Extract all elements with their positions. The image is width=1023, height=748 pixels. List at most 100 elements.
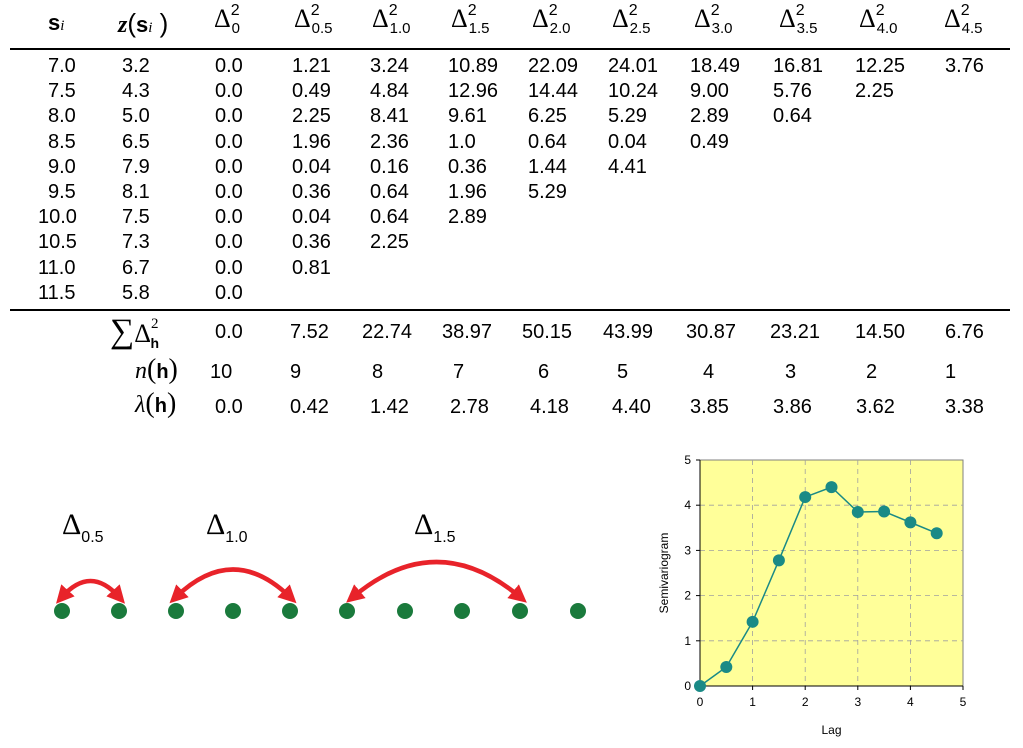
cell-delta: 0.49 (292, 80, 331, 103)
cell-s: 11.0 (38, 256, 76, 279)
cell-lambda: 4.18 (530, 396, 569, 418)
data-point (904, 516, 917, 529)
n-label: n(h) (135, 354, 178, 385)
cell-s: 7.0 (48, 55, 76, 77)
header-delta-2-5: Δ22.5 (612, 2, 651, 37)
header-delta-4-0: Δ24.0 (859, 2, 898, 37)
data-point (799, 491, 812, 504)
cell-delta: 8.41 (370, 105, 409, 128)
y-tick-label: 0 (684, 679, 691, 693)
x-tick-label: 0 (697, 695, 704, 709)
lambda-label: λ(h) (135, 388, 177, 419)
data-point (746, 615, 759, 628)
cell-delta: 2.89 (448, 206, 487, 229)
cell-delta: 0.0 (215, 80, 243, 103)
cell-s: 8.0 (48, 105, 76, 128)
cell-delta: 16.81 (773, 55, 824, 77)
location-dot (54, 603, 70, 619)
y-tick-label: 4 (684, 498, 691, 512)
cell-delta: 12.96 (448, 80, 499, 103)
location-dot (339, 603, 355, 619)
cell-delta: 0.64 (528, 130, 567, 153)
cell-z: 7.5 (122, 206, 150, 229)
cell-s: 9.0 (48, 155, 76, 178)
cell-delta: 1.96 (292, 130, 331, 153)
x-tick-label: 4 (907, 695, 914, 709)
cell-delta: 1.0 (448, 130, 476, 153)
cell-delta: 3.24 (370, 55, 409, 77)
cell-sum: 50.15 (522, 321, 573, 343)
cell-delta: 0.0 (215, 155, 243, 178)
cell-delta: 0.36 (292, 231, 331, 254)
cell-delta: 5.76 (773, 80, 812, 103)
location-dot (282, 603, 298, 619)
y-tick-label: 3 (684, 543, 691, 557)
cell-lambda: 3.86 (773, 396, 812, 418)
semivariogram-line (699, 486, 937, 687)
data-point (878, 505, 891, 518)
cell-n: 3 (785, 361, 797, 383)
cell-delta: 12.25 (855, 55, 906, 77)
x-tick-label: 3 (854, 695, 861, 709)
cell-delta: 0.0 (215, 206, 243, 229)
cell-n: 5 (617, 361, 629, 383)
top-rule (10, 48, 1010, 50)
cell-delta: 0.0 (215, 55, 243, 77)
header-delta-3-5: Δ23.5 (779, 2, 818, 37)
cell-z: 4.3 (122, 80, 150, 103)
cell-delta: 3.76 (945, 55, 984, 77)
cell-lambda: 0.42 (290, 396, 329, 418)
cell-delta: 18.49 (690, 55, 741, 77)
cell-delta: 0.0 (215, 231, 243, 254)
cell-sum: 30.87 (686, 321, 737, 343)
cell-delta: 2.89 (690, 105, 729, 128)
header-delta-2-0: Δ22.0 (532, 2, 571, 37)
cell-delta: 0.64 (773, 105, 812, 128)
cell-delta: 9.61 (448, 105, 487, 128)
cell-delta: 5.29 (528, 181, 567, 203)
cell-z: 5.8 (122, 281, 150, 304)
middle-rule (10, 309, 1010, 311)
cell-z: 7.9 (122, 155, 150, 178)
variogram-table: si z(si ) Δ20 Δ20.5 Δ21.0 Δ21.5 Δ22.0 Δ22.5 Δ2… (10, 2, 1010, 419)
location-dot (111, 603, 127, 619)
location-dot (397, 603, 413, 619)
y-tick-label: 2 (684, 589, 691, 603)
cell-delta: 0.0 (215, 130, 243, 153)
x-axis-label: Lag (821, 723, 841, 737)
cell-n: 6 (538, 361, 550, 383)
cell-n: 8 (372, 361, 384, 383)
cell-z: 5.0 (122, 105, 150, 128)
lag-pairs-diagram: Δ0.5 Δ1.0 Δ1.5 (0, 440, 640, 740)
lag-label-0-5: Δ0.5 (62, 508, 104, 546)
header-delta-4-5: Δ24.5 (944, 2, 983, 37)
cell-delta: 10.24 (608, 80, 659, 103)
header-delta-0: Δ20 (214, 2, 240, 37)
y-tick-label: 5 (684, 453, 691, 467)
cell-n: 1 (945, 361, 957, 383)
x-tick-label: 2 (802, 695, 809, 709)
semivariogram-chart: 0 1 2 3 4 5 0 1 2 3 4 5 Lag Semivariogram (657, 453, 967, 737)
cell-delta: 0.04 (292, 206, 331, 229)
location-dot (168, 603, 184, 619)
cell-delta: 0.36 (292, 181, 331, 203)
data-point (772, 554, 785, 567)
cell-lambda: 3.38 (945, 396, 984, 418)
cell-delta: 0.81 (292, 256, 331, 279)
cell-delta: 0.0 (215, 256, 243, 279)
cell-lambda: 0.0 (215, 396, 243, 418)
data-point (930, 527, 943, 540)
cell-z: 6.7 (122, 256, 150, 279)
cell-sum: 22.74 (362, 321, 413, 343)
cell-delta: 6.25 (528, 105, 567, 128)
cell-delta: 1.44 (528, 155, 567, 178)
arc-lag-1-0 (169, 567, 297, 604)
cell-s: 10.5 (38, 231, 77, 254)
cell-sum: 0.0 (215, 321, 243, 343)
cell-delta: 5.29 (608, 105, 647, 128)
cell-z: 8.1 (122, 181, 150, 203)
cell-delta: 4.84 (370, 80, 409, 103)
header-delta-0-5: Δ20.5 (294, 2, 333, 37)
data-point (694, 680, 706, 692)
cell-lambda: 2.78 (450, 396, 489, 418)
